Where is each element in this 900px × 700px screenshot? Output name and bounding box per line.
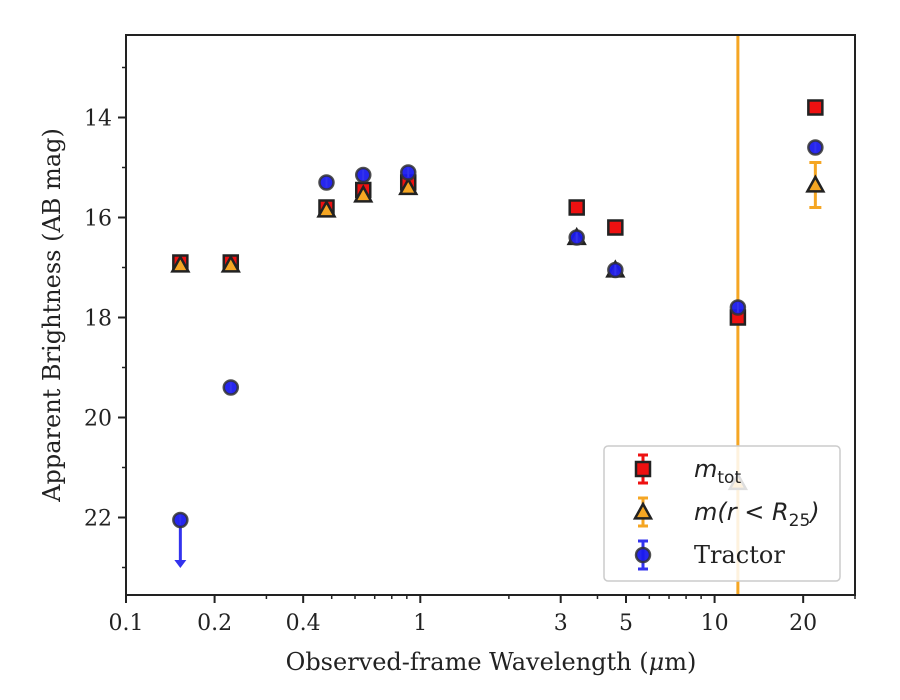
data-point-triangle — [805, 174, 826, 193]
legend: mtot m(r < R25) Tractor — [603, 445, 841, 582]
legend-marker-square — [634, 460, 652, 478]
axes-layer: 14 16 18 20 22 0.1 0.2 0.4 1 3 5 10 20 — [84, 34, 856, 636]
data-point-triangle — [220, 254, 241, 273]
data-point-triangle — [316, 199, 337, 218]
x-tick-label: 5 — [619, 611, 633, 636]
data-point-square — [607, 219, 624, 236]
legend-label: mtot — [694, 455, 741, 488]
y-tick-label: 14 — [84, 107, 112, 132]
legend-marker-circle — [634, 546, 652, 564]
y-tick-label: 18 — [84, 307, 112, 332]
x-tick-label: 0.1 — [109, 611, 144, 636]
data-point-triangle — [398, 176, 419, 196]
legend-box — [603, 445, 841, 582]
y-tick-label: 20 — [84, 407, 112, 432]
y-tick-label: 22 — [84, 507, 112, 532]
x-tick-label: 0.4 — [286, 611, 321, 636]
x-tick-label: 0.2 — [197, 611, 232, 636]
x-tick-label: 1 — [413, 611, 427, 636]
y-axis-title: Apparent Brightness (AB mag) — [38, 128, 66, 503]
legend-marker-triangle — [632, 501, 654, 520]
plot-frame — [125, 34, 856, 596]
upper-limit-arrow-head — [174, 560, 187, 568]
legend-label: Tractor — [694, 541, 785, 569]
x-tick-label: 10 — [701, 611, 729, 636]
data-points-layer — [170, 99, 826, 568]
x-tick-label: 20 — [789, 611, 817, 636]
x-axis-title: Observed-frame Wavelength (μm) — [286, 648, 697, 676]
x-tick-label: 3 — [554, 611, 568, 636]
data-point-triangle — [170, 254, 191, 273]
data-point-square — [568, 199, 585, 216]
data-point-triangle — [353, 184, 374, 203]
y-tick-label: 16 — [84, 207, 112, 232]
data-point-square — [807, 99, 824, 116]
legend-label: m(r < R25) — [694, 498, 820, 531]
